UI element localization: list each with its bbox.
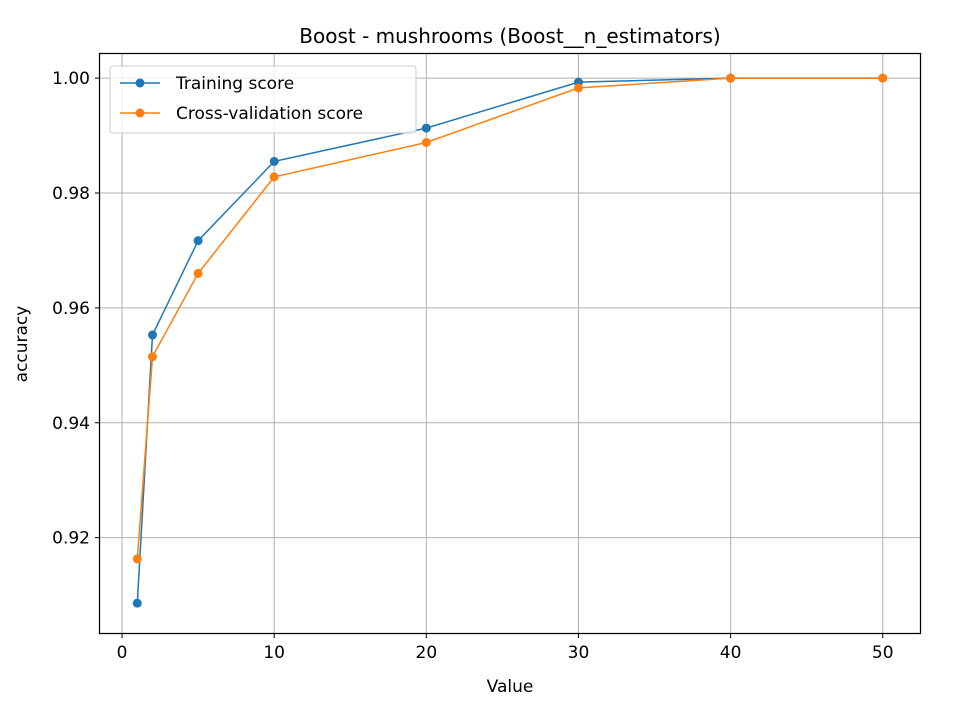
legend-label: Training score xyxy=(175,74,294,94)
series-layer xyxy=(132,73,888,608)
x-tick-label: 0 xyxy=(117,643,128,663)
series-1-point xyxy=(269,156,279,166)
x-tick-label: 40 xyxy=(720,643,742,663)
series-2-point xyxy=(878,73,888,83)
x-tick-label: 10 xyxy=(263,643,285,663)
y-tick-label: 0.96 xyxy=(52,299,90,319)
x-tick-label: 20 xyxy=(416,643,438,663)
series-2-point xyxy=(726,73,736,83)
y-axis-label: accuracy xyxy=(12,306,32,383)
series-2-point xyxy=(193,268,203,278)
series-1-point xyxy=(147,330,157,340)
series-2-point xyxy=(147,352,157,362)
series-2-point xyxy=(132,554,142,564)
series-1-point xyxy=(132,598,142,608)
legend: Training score Cross-validation score xyxy=(109,65,417,134)
ticks: 0 10 20 30 40 50 0.92 0.94 0.96 0.98 1.00 xyxy=(52,69,893,663)
series-2-point xyxy=(269,172,279,182)
y-tick-label: 0.94 xyxy=(52,414,90,434)
legend-swatch-marker xyxy=(135,78,145,88)
legend-swatch-marker xyxy=(135,108,145,118)
y-tick-label: 0.98 xyxy=(52,184,90,204)
x-tick-label: 50 xyxy=(872,643,894,663)
series-2-point xyxy=(421,137,431,147)
series-1-point xyxy=(193,236,203,246)
x-tick-label: 30 xyxy=(568,643,590,663)
plot-frame xyxy=(98,52,922,635)
legend-label: Cross-validation score xyxy=(176,104,363,124)
series-line-2 xyxy=(136,77,883,559)
x-axis-label: Value xyxy=(487,677,534,697)
series-1-point xyxy=(421,123,431,133)
chart-title: Boost - mushrooms (Boost__n_estimators) xyxy=(299,24,720,48)
legend-box xyxy=(109,65,417,134)
series-2-point xyxy=(573,83,583,93)
series-line-1 xyxy=(136,77,883,604)
y-tick-label: 1.00 xyxy=(52,69,90,89)
y-tick-label: 0.92 xyxy=(52,529,90,549)
